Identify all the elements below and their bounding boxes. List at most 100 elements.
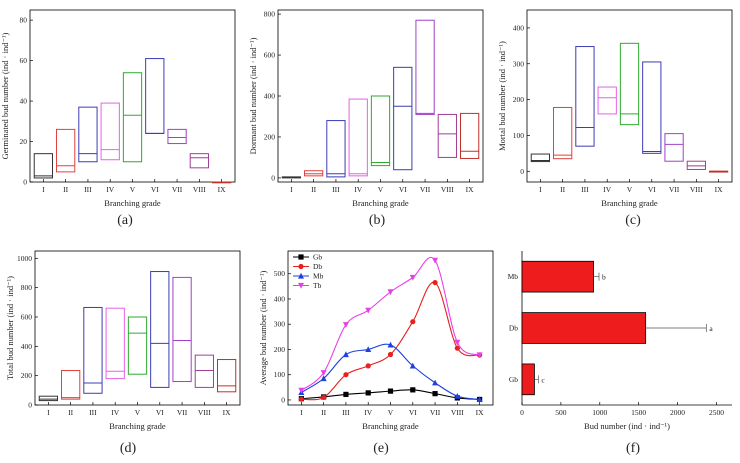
y-tick-label: Db [509,324,518,333]
x-axis-label: Branching grade [109,421,166,431]
data-point-Tb [342,322,349,328]
data-point-Mb [432,379,439,386]
x-tick-label: VI [399,185,407,194]
y-tick-label: 0 [271,173,275,182]
x-tick-label: 1500 [631,408,646,417]
x-tick-label: II [560,185,565,194]
x-tick-label: VIII [690,185,703,194]
x-axis-label: Branching grade [104,198,161,208]
y-tick-label: 20 [20,137,28,146]
y-axis-label: Germinated bud number (ind · ind⁻¹) [0,32,10,159]
data-point-Mb [365,346,372,353]
data-point-Tb [298,387,305,394]
y-tick-label: 200 [274,345,286,354]
bar-Mb [521,260,594,293]
panel-label-a: (a) [117,213,133,228]
y-tick-label: 200 [513,95,525,104]
y-tick-label: 300 [513,59,525,68]
box-II [61,370,81,400]
box-IV [597,86,617,115]
x-tick-label: III [89,408,97,417]
x-axis-label: Branching grade [362,421,419,431]
x-tick-label: 0 [520,408,524,417]
box-VI [150,271,170,388]
bar-Gb [521,363,535,396]
x-tick-label: 2500 [709,408,724,417]
legend-label-Gb: Gb [313,253,322,262]
box-VI [642,61,662,154]
box-VIII [437,113,457,158]
plot-frame-c [526,9,733,183]
chart-panel-d: (d) 0 200 400 600 800 1000 Total bud number (in… [5,250,241,456]
box-IX [459,112,480,159]
box-IV [100,102,120,161]
x-tick-label: IX [223,408,231,417]
x-tick-label: VII [177,408,188,417]
x-tick-label: IX [466,185,474,194]
y-tick-label: 400 [513,23,525,32]
box-VII [167,128,187,145]
x-axis-label: Branching grade [352,198,409,208]
x-tick-label: III [581,185,589,194]
x-tick-label: II [321,408,326,417]
significance-letter-Db: a [709,324,713,333]
data-point-Tb [365,307,372,314]
legend-label-Db: Db [313,262,322,271]
panel-label-e: (e) [373,441,389,456]
data-point-Mb [342,351,349,358]
y-tick-label: 1000 [17,254,32,263]
data-point-Mb [387,341,394,348]
plot-frame-a [29,9,236,183]
series-line-Tb [301,257,480,391]
box-V [619,42,640,126]
x-tick-label: I [290,185,293,194]
x-axis-label: Branching grade [601,198,658,208]
box-VIII [189,153,209,169]
data-point-Db [410,319,416,325]
plot-frame-d [34,250,241,406]
x-tick-label: III [84,185,92,194]
y-tick-label: 800 [21,283,33,292]
x-tick-label: VII [430,408,441,417]
x-tick-label: I [539,185,542,194]
box-V [127,316,148,375]
panel-label-d: (d) [120,441,137,456]
data-point-Gb [432,391,438,397]
box-IV [348,98,368,177]
y-tick-label: 200 [21,371,33,380]
y-tick-label: 80 [20,16,28,25]
bar-Db [521,312,647,344]
x-tick-label: VIII [451,408,464,417]
x-tick-label: VIII [193,185,206,194]
data-point-Db [321,394,327,401]
x-tick-label: IV [603,185,611,194]
data-point-Mb [476,396,483,403]
box-VII [664,133,684,162]
legend-marker-Gb [298,254,304,260]
x-tick-label: V [135,408,141,417]
data-point-Tb [432,257,439,264]
box-IV [105,307,125,380]
y-tick-label: 400 [264,92,276,101]
box-I [38,395,59,402]
data-point-Tb [320,370,327,376]
chart-panel-b: (b) 0 200 400 600 800 Dormant bud number (ind … [248,10,484,228]
chart-panel-f: (f) 0 500 1000 1500 2000 2500 Bud number (ind ·… [508,251,732,456]
x-tick-label: 2000 [670,408,685,417]
y-tick-label: 400 [274,294,286,303]
y-tick-label: 600 [264,51,276,60]
box-VI [145,58,165,134]
data-point-Db [387,351,394,358]
box-II [56,128,76,173]
data-point-Tb [476,352,483,359]
legend-marker-Db [298,263,304,270]
y-tick-label: 800 [264,10,276,19]
panel-label-c: (c) [625,213,641,228]
data-point-Mb [409,362,416,369]
chart-panel-a: (a) 0 20 40 60 80 Germinated bud number (ind ·… [0,9,236,228]
x-tick-label: IX [476,408,484,417]
x-tick-label: V [627,185,633,194]
x-tick-label: I [300,408,303,417]
x-tick-label: II [68,408,73,417]
y-tick-label: 0 [520,167,524,176]
